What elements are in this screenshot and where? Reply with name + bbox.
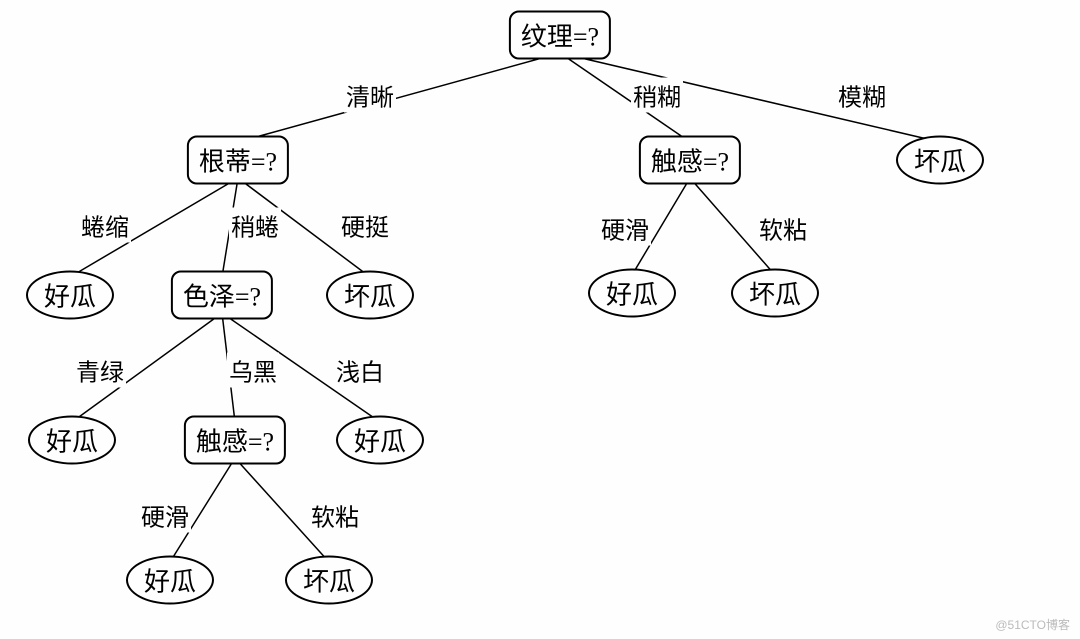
watermark: @51CTO博客 xyxy=(995,616,1070,633)
decision-node: 触感=? xyxy=(639,136,741,185)
leaf-node: 好瓜 xyxy=(28,416,116,465)
decision-node: 根蒂=? xyxy=(187,136,289,185)
edge-label: 硬滑 xyxy=(139,498,191,533)
decision-node: 触感=? xyxy=(184,416,286,465)
edges-layer xyxy=(0,0,1080,639)
edge-label: 软粘 xyxy=(757,211,809,246)
leaf-node: 好瓜 xyxy=(126,556,214,605)
edge-label: 浅白 xyxy=(334,353,386,388)
edge-label: 稍糊 xyxy=(631,78,683,113)
decision-node: 色泽=? xyxy=(171,271,273,320)
leaf-node: 好瓜 xyxy=(26,271,114,320)
edge-label: 乌黑 xyxy=(227,353,279,388)
decision-tree-diagram: @51CTO博客 清晰稍糊模糊蜷缩稍蜷硬挺硬滑软粘青绿乌黑浅白硬滑软粘纹理=?根… xyxy=(0,0,1080,639)
leaf-node: 坏瓜 xyxy=(326,271,414,320)
edge-label: 软粘 xyxy=(309,498,361,533)
edge-label: 稍蜷 xyxy=(229,208,281,243)
edge-label: 青绿 xyxy=(74,353,126,388)
edge-label: 清晰 xyxy=(344,78,396,113)
edge-label: 硬滑 xyxy=(599,211,651,246)
decision-node: 纹理=? xyxy=(509,11,611,60)
leaf-node: 好瓜 xyxy=(336,416,424,465)
edge-label: 硬挺 xyxy=(339,208,391,243)
edge-label: 模糊 xyxy=(836,78,888,113)
edge-label: 蜷缩 xyxy=(79,208,131,243)
leaf-node: 坏瓜 xyxy=(731,269,819,318)
leaf-node: 坏瓜 xyxy=(896,136,984,185)
leaf-node: 坏瓜 xyxy=(285,556,373,605)
leaf-node: 好瓜 xyxy=(588,269,676,318)
